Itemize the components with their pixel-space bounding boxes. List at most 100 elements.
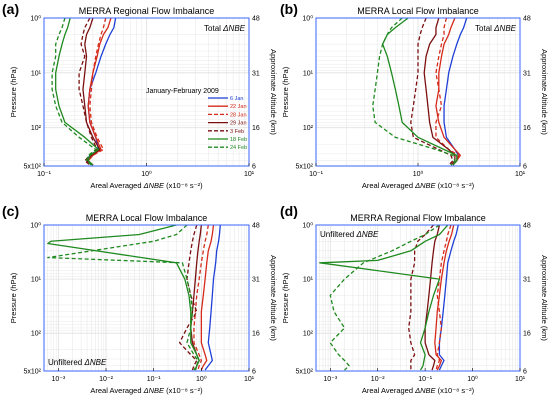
- y-tick-label: 5x10²: [295, 369, 313, 376]
- series-line: [200, 225, 215, 371]
- panel-title: MERRA Regional Flow Imbalance: [79, 6, 215, 16]
- panel-3: 10⁻³ 10⁻² 10⁻¹ 10⁰ 10¹ 10⁰ 10¹ 10² 5x10² 48 31 16 6 (…: [280, 203, 549, 395]
- series-group: [47, 225, 221, 371]
- x-tick-label: 10⁰: [141, 170, 152, 178]
- y2-tick-label: 6: [252, 369, 256, 376]
- y2-tick-label: 6: [252, 164, 256, 171]
- panel-label: (d): [280, 203, 298, 219]
- series-line: [372, 18, 456, 166]
- y2-axis-label: Approximate Altitude (km): [540, 49, 549, 135]
- annotation: Total ΔNBE: [204, 24, 246, 33]
- legend: January-February 2009 6 Jan 22 Jan 28 Jan 29…: [146, 88, 247, 151]
- x-tick-label: 10⁻²: [371, 376, 385, 383]
- x-tick-label: 10⁻¹: [147, 376, 161, 383]
- series-group: [372, 18, 468, 166]
- y2-tick-label: 48: [252, 223, 260, 230]
- y-tick-label: 10²: [31, 125, 42, 132]
- grid: [43, 17, 250, 167]
- x-tick-label: 10⁻²: [99, 376, 113, 383]
- y2-tick-label: 6: [523, 369, 527, 376]
- x-tick-label: 10⁻¹: [37, 171, 51, 178]
- legend-label: 29 Jan: [230, 121, 247, 127]
- grid: [315, 17, 521, 167]
- y-tick-label: 10¹: [303, 277, 314, 284]
- panel-title: MERRA Local Flow Imbalance: [357, 6, 479, 16]
- legend-label: 22 Jan: [230, 104, 247, 110]
- series-line: [329, 225, 440, 371]
- series-line: [435, 225, 452, 371]
- x-tick-label: 10¹: [244, 171, 255, 178]
- y-axis-label: Pressure (hPa): [9, 272, 18, 323]
- y-tick-label: 10⁰: [30, 222, 41, 230]
- panel-title: MERRA Regional Flow Imbalance: [350, 213, 486, 223]
- panel-1: 10⁻¹ 10⁰ 10¹ 10⁰ 10¹ 10² 5x10² 48 31 16 6 (b) MERRA …: [280, 1, 549, 190]
- series-line: [47, 225, 200, 371]
- panel-2: 10⁻³ 10⁻² 10⁻¹ 10⁰ 10¹ 10⁰ 10¹ 10² 5x10² 48 31 16 6 (…: [2, 203, 278, 395]
- series-line: [193, 225, 209, 371]
- y-tick-label: 10²: [31, 331, 42, 338]
- y-axis-label: Pressure (hPa): [281, 66, 290, 117]
- series-line: [408, 225, 434, 371]
- series-line: [55, 18, 100, 166]
- y2-tick-label: 31: [523, 277, 531, 284]
- series-line: [204, 225, 221, 371]
- series-line: [47, 225, 199, 371]
- series-line: [178, 225, 198, 371]
- y2-tick-label: 16: [523, 331, 531, 338]
- annotation: Unfiltered ΔNBE: [320, 230, 379, 239]
- y2-axis-label: Approximate Altitude (km): [269, 255, 278, 341]
- y-axis-label: Pressure (hPa): [9, 66, 18, 117]
- y2-axis-label: Approximate Altitude (km): [540, 255, 549, 341]
- y2-tick-label: 48: [523, 16, 531, 23]
- grid: [43, 224, 250, 372]
- y-tick-label: 10¹: [303, 70, 314, 77]
- y2-tick-label: 16: [252, 331, 260, 338]
- panel-label: (b): [280, 1, 298, 17]
- y-tick-label: 10⁰: [302, 222, 313, 230]
- series-group: [319, 225, 459, 371]
- y2-tick-label: 31: [523, 70, 531, 77]
- series-line: [51, 18, 97, 166]
- legend-title: January-February 2009: [146, 88, 219, 95]
- y-tick-label: 10⁰: [30, 15, 41, 23]
- legend-label: 24 Feb: [230, 145, 247, 151]
- plot-frame: [315, 224, 521, 372]
- x-tick-label: 10⁰: [413, 170, 424, 178]
- plot-frame: [43, 224, 250, 372]
- series-group: [51, 18, 117, 166]
- x-tick-label: 10¹: [515, 376, 526, 383]
- y-tick-label: 10⁰: [302, 15, 313, 23]
- y-tick-label: 10¹: [31, 277, 42, 284]
- series-line: [438, 225, 459, 371]
- legend-label: 6 Jan: [230, 96, 243, 102]
- y-tick-label: 5x10²: [23, 369, 41, 376]
- series-line: [424, 225, 441, 371]
- x-tick-label: 10⁰: [196, 375, 207, 383]
- legend-label: 18 Feb: [230, 137, 247, 143]
- y-tick-label: 10²: [303, 125, 314, 132]
- y2-tick-label: 6: [523, 164, 527, 171]
- panel-0: 10⁻¹ 10⁰ 10¹ 10⁰ 10¹ 10² 5x10² 48 31 16 6 (a) MERRA …: [2, 1, 278, 190]
- series-line: [435, 18, 461, 166]
- annotation: Unfiltered ΔNBE: [48, 358, 107, 367]
- x-tick-label: 10⁻¹: [309, 171, 323, 178]
- panel-title: MERRA Local Flow Imbalance: [86, 213, 208, 223]
- grid: [315, 224, 521, 372]
- series-line: [319, 225, 449, 371]
- y2-tick-label: 31: [252, 70, 260, 77]
- y-tick-label: 5x10²: [295, 164, 313, 171]
- y-tick-label: 10¹: [31, 70, 42, 77]
- y2-axis-label: Approximate Altitude (km): [269, 49, 278, 135]
- series-line: [82, 18, 101, 166]
- y2-tick-label: 48: [252, 16, 260, 23]
- series-line: [87, 18, 107, 166]
- x-tick-label: 10¹: [515, 171, 526, 178]
- y2-tick-label: 31: [252, 277, 260, 284]
- x-tick-label: 10⁻³: [51, 376, 65, 383]
- x-axis-label: Areal Averaged ΔNBE (x10⁻⁸ s⁻²): [362, 181, 475, 190]
- y2-tick-label: 48: [523, 223, 531, 230]
- x-tick-label: 10⁻¹: [418, 376, 432, 383]
- y-tick-label: 5x10²: [23, 164, 41, 171]
- series-line: [381, 18, 458, 166]
